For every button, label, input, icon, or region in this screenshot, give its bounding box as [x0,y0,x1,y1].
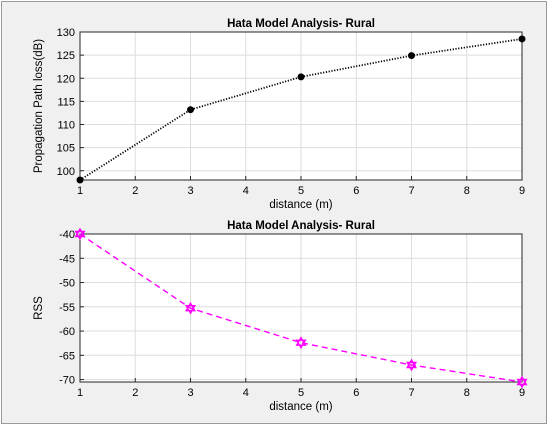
x-axis-label: distance (m) [269,401,332,413]
y-axis-label: RSS [33,296,45,320]
x-tick-label: 9 [519,387,525,399]
chart-1: 1 2 3 4 5 6 7 8 9 100 105 110 115 120 125 130 Hata Model… [33,18,526,211]
y-tick-label: -45 [59,253,75,265]
data-point [297,73,305,81]
x-tick-label: 4 [243,387,249,399]
data-point [405,358,418,372]
data-point [187,106,194,114]
data-point [408,52,415,60]
x-tick-label: 2 [132,387,138,399]
x-tick-label: 7 [408,185,414,197]
chart-title: Hata Model Analysis- Rural [227,220,375,232]
data-point [518,35,526,43]
x-tick-label: 5 [298,185,304,197]
y-tick-label: 105 [57,143,75,155]
x-tick-label: 4 [243,185,249,197]
x-tick-label: 6 [353,387,359,399]
x-tick-label: 8 [464,387,470,399]
x-tick-label: 2 [132,185,138,197]
y-tick-label: 100 [57,166,75,178]
chart-title: Hata Model Analysis- Rural [227,18,375,30]
y-tick-label: -65 [59,350,75,362]
x-tick-label: 5 [298,387,304,399]
y-tick-label: -50 [59,278,75,290]
series-line [79,38,523,181]
y-tick-label: 110 [57,120,75,132]
x-tick-label: 3 [187,387,193,399]
data-point [74,227,86,241]
data-point [295,336,307,350]
y-tick-label: 130 [57,27,75,39]
data-point [184,301,197,315]
data-point [516,375,528,389]
y-tick-label: -60 [59,326,75,338]
data-point [76,176,84,184]
x-tick-label: 1 [77,387,83,399]
y-tick-label: -70 [59,375,75,387]
x-tick-label: 7 [408,387,414,399]
y-tick-label: 115 [57,96,75,108]
x-tick-label: 1 [77,185,83,197]
y-tick-label: 120 [57,73,75,85]
x-axis-label: distance (m) [269,199,332,211]
y-tick-label: -55 [59,302,75,314]
y-tick-label: 125 [57,50,75,62]
x-tick-label: 6 [353,185,359,197]
chart-2: 1 2 3 4 5 6 7 8 9 -40 -45 -50 -55 -60 -65 -70 Hata Model… [33,220,528,413]
x-tick-label: 8 [464,185,470,197]
x-tick-label: 9 [519,185,525,197]
y-tick-label: -40 [59,229,75,241]
y-axis-label: Propagation Path loss(dB) [33,39,45,173]
x-tick-label: 3 [187,185,193,197]
